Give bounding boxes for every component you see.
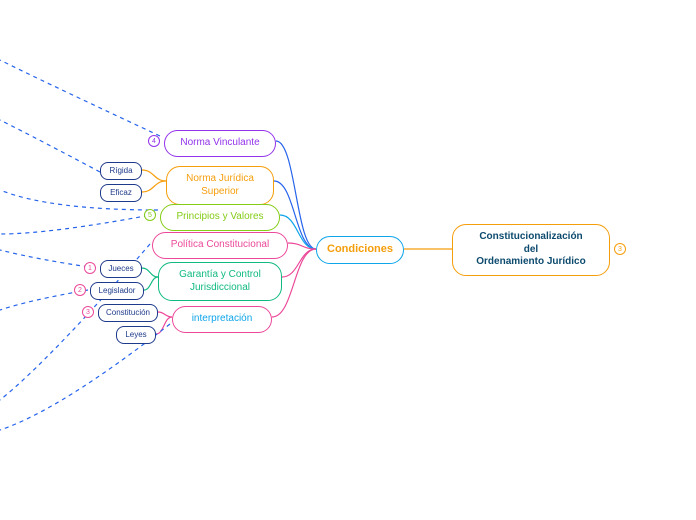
node-badge: 3: [614, 243, 626, 255]
mindmap-node[interactable]: Eficaz: [100, 184, 142, 202]
mindmap-node[interactable]: Principios y Valores: [160, 204, 280, 231]
mindmap-node[interactable]: interpretación: [172, 306, 272, 333]
node-badge: 4: [148, 135, 160, 147]
mindmap-node[interactable]: ConstitucionalizacióndelOrdenamiento Jur…: [452, 224, 610, 276]
mindmap-node[interactable]: Política Constitucional: [152, 232, 288, 259]
mindmap-node[interactable]: Condiciones: [316, 236, 404, 264]
mindmap-node[interactable]: Constitución: [98, 304, 158, 322]
node-badge: 2: [74, 284, 86, 296]
mindmap-node[interactable]: Norma Vinculante: [164, 130, 276, 157]
node-badge: 1: [84, 262, 96, 274]
mindmap-node[interactable]: Legislador: [90, 282, 144, 300]
mindmap-node[interactable]: Leyes: [116, 326, 156, 344]
node-badge: 5: [144, 209, 156, 221]
mindmap-node[interactable]: Garantía y ControlJurisdiccional: [158, 262, 282, 301]
mindmap-node[interactable]: Rígida: [100, 162, 142, 180]
node-badge: 3: [82, 306, 94, 318]
mindmap-node[interactable]: Norma JurídicaSuperior: [166, 166, 274, 205]
mindmap-node[interactable]: Jueces: [100, 260, 142, 278]
